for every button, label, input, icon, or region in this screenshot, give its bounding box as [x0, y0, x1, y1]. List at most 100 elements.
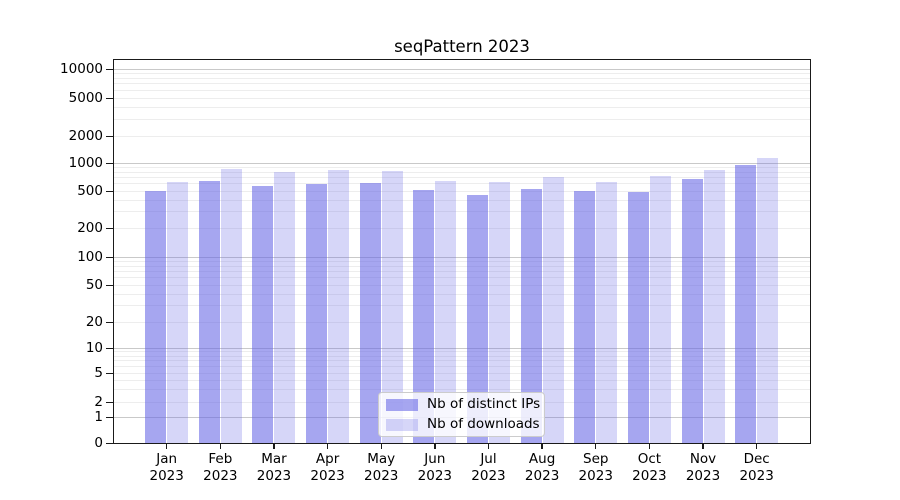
- y-tick-mark-200: [106, 227, 113, 229]
- bar-distinct-ips-feb: [198, 181, 220, 444]
- bar-distinct-ips-aug: [520, 189, 542, 444]
- x-tick-mark-aug: [541, 444, 543, 449]
- gridline-9000: [113, 72, 811, 74]
- bar-downloads-sep: [596, 181, 618, 444]
- bar-downloads-jun: [435, 181, 457, 444]
- legend-swatch-downloads: [386, 418, 418, 431]
- bar-downloads-jul: [488, 181, 510, 444]
- x-tick-label-sep: Sep 2023: [578, 451, 613, 484]
- bar-distinct-ips-jun: [413, 190, 435, 444]
- gridline-50: [113, 284, 811, 286]
- gridline-90: [113, 260, 811, 262]
- x-tick-label-dec: Dec 2023: [739, 451, 774, 484]
- gridline-60: [113, 277, 811, 279]
- x-tick-mark-may: [380, 444, 382, 449]
- gridline-6000: [113, 89, 811, 91]
- y-tick-label-500: 500: [77, 182, 103, 199]
- gridline-8000: [113, 77, 811, 79]
- bar-downloads-mar: [274, 172, 296, 444]
- gridline-1000: [113, 162, 811, 164]
- bar-distinct-ips-apr: [306, 183, 328, 444]
- gridline-20: [113, 321, 811, 323]
- bar-downloads-nov: [703, 170, 725, 444]
- bar-downloads-apr: [328, 170, 350, 444]
- x-tick-label-nov: Nov 2023: [685, 451, 721, 484]
- x-tick-mark-dec: [755, 444, 758, 449]
- bar-downloads-aug: [542, 176, 564, 444]
- gridline-10000: [113, 68, 811, 70]
- x-tick-mark-jul: [487, 444, 490, 449]
- x-tick-label-aug: Aug 2023: [524, 451, 560, 484]
- x-tick-label-may: May 2023: [364, 451, 399, 484]
- gridline-80: [113, 265, 811, 267]
- y-tick-mark-2: [106, 401, 113, 403]
- x-tick-label-feb: Feb 2023: [203, 451, 238, 484]
- bar-downloads-dec: [757, 158, 779, 444]
- gridline-600: [113, 183, 811, 185]
- gridline-7000: [113, 83, 811, 85]
- gridline-70: [113, 270, 811, 272]
- legend-label-downloads: Nb of downloads: [427, 416, 540, 432]
- gridline-4000: [113, 106, 811, 108]
- bar-distinct-ips-may: [359, 182, 381, 444]
- y-tick-label-2: 2: [94, 393, 103, 410]
- y-tick-label-5: 5: [94, 364, 103, 381]
- y-tick-mark-0: [106, 443, 113, 445]
- gridline-40: [113, 293, 811, 295]
- y-tick-mark-2000: [106, 135, 113, 137]
- legend-item-downloads: Nb of downloads: [386, 416, 540, 433]
- x-tick-mark-sep: [595, 444, 597, 449]
- gridline-400: [113, 199, 811, 201]
- x-tick-label-apr: Apr 2023: [310, 451, 345, 484]
- gridline-10: [113, 347, 811, 349]
- x-tick-mark-jun: [434, 444, 436, 449]
- y-tick-label-200: 200: [77, 219, 103, 236]
- y-tick-mark-50: [106, 284, 113, 286]
- gridline-9: [113, 351, 811, 353]
- x-tick-label-jun: Jun 2023: [417, 451, 453, 484]
- y-tick-label-10000: 10000: [60, 60, 103, 77]
- y-tick-label-100: 100: [77, 248, 103, 265]
- y-tick-mark-10: [106, 347, 113, 349]
- chart-title: seqPattern 2023: [394, 37, 530, 56]
- bar-distinct-ips-mar: [252, 186, 274, 444]
- x-tick-mark-oct: [648, 444, 651, 449]
- bar-distinct-ips-oct: [627, 191, 649, 444]
- bar-distinct-ips-jan: [145, 191, 167, 444]
- gridline-3000: [113, 118, 811, 120]
- bar-downloads-may: [381, 171, 403, 444]
- legend: Nb of distinct IPs Nb of downloads: [378, 392, 545, 437]
- gridline-6: [113, 365, 811, 367]
- y-tick-label-0: 0: [94, 435, 103, 451]
- bar-distinct-ips-nov: [681, 179, 703, 444]
- y-tick-label-2000: 2000: [68, 127, 103, 144]
- x-tick-label-oct: Oct 2023: [632, 451, 667, 484]
- bar-distinct-ips-jul: [466, 194, 488, 444]
- x-tick-label-jul: Jul 2023: [471, 451, 506, 484]
- legend-item-distinct-ips: Nb of distinct IPs: [386, 396, 540, 413]
- y-tick-label-5000: 5000: [68, 89, 103, 106]
- x-tick-mark-mar: [273, 444, 275, 449]
- gridline-300: [113, 211, 811, 213]
- bar-downloads-jan: [167, 182, 189, 444]
- y-tick-mark-5000: [106, 97, 113, 99]
- y-tick-label-50: 50: [85, 276, 103, 293]
- gridline-200: [113, 227, 811, 229]
- y-tick-mark-10000: [106, 68, 113, 70]
- gridline-2000: [113, 135, 811, 137]
- x-tick-mark-jan: [166, 444, 168, 449]
- y-tick-mark-500: [106, 190, 113, 192]
- gridline-700: [113, 176, 811, 178]
- gridline-8: [113, 355, 811, 357]
- bar-distinct-ips-dec: [735, 165, 757, 444]
- y-tick-mark-100: [106, 256, 113, 258]
- bar-downloads-feb: [220, 169, 242, 444]
- y-tick-mark-1000: [106, 162, 113, 164]
- x-tick-label-jan: Jan 2023: [149, 451, 184, 484]
- y-tick-label-10: 10: [85, 339, 103, 356]
- gridline-5: [113, 372, 811, 374]
- x-tick-label-mar: Mar 2023: [256, 451, 292, 484]
- gridline-900: [113, 166, 811, 168]
- gridline-5000: [113, 97, 811, 99]
